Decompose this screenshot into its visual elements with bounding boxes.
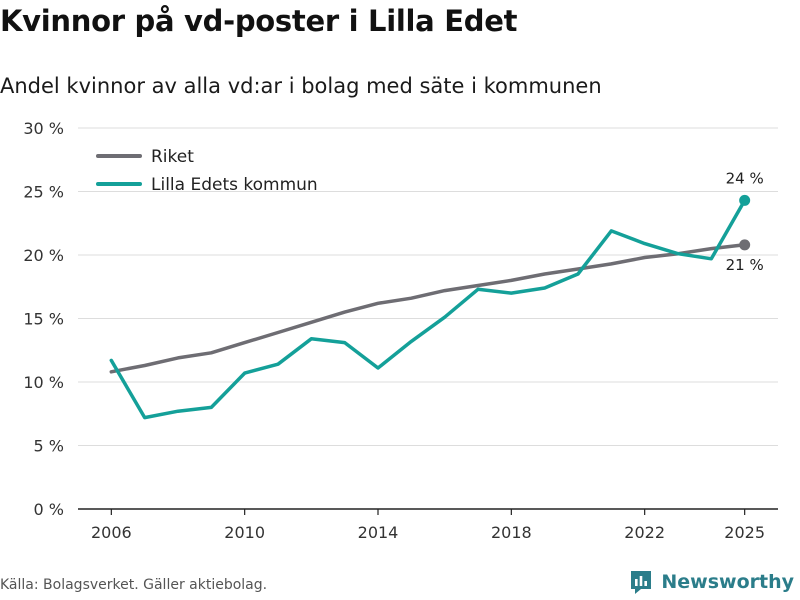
y-tick-label: 25 % (23, 183, 64, 202)
legend-label: Riket (151, 147, 194, 167)
newsworthy-logo-icon (631, 571, 652, 594)
y-tick-label: 10 % (23, 373, 64, 392)
y-tick-label: 5 % (34, 437, 64, 456)
x-tick-label: 2010 (224, 523, 265, 542)
legend-label: Lilla Edets kommun (151, 175, 318, 195)
y-tick-label: 0 % (34, 500, 64, 519)
x-tick-label: 2018 (491, 523, 532, 542)
brand-logo: Newsworthy (629, 569, 794, 595)
x-tick-label: 2014 (358, 523, 399, 542)
series-line-riket (109, 243, 747, 374)
y-tick-label: 20 % (23, 246, 64, 265)
x-tick-label: 2022 (624, 523, 665, 542)
x-tick-label: 2025 (724, 523, 765, 542)
series-line-lilla-edet (109, 198, 747, 420)
end-point-marker (739, 194, 751, 206)
chart-subtitle: Andel kvinnor av alla vd:ar i bolag med … (0, 74, 602, 98)
chart-title: Kvinnor på vd-poster i Lilla Edet (0, 4, 518, 38)
end-value-label: 24 % (726, 169, 764, 187)
brand-name: Newsworthy (661, 571, 794, 593)
x-tick-label: 2006 (91, 523, 132, 542)
end-point-marker (739, 239, 751, 251)
source-footer: Källa: Bolagsverket. Gäller aktiebolag. (0, 577, 268, 593)
end-value-label: 21 % (726, 256, 764, 274)
y-tick-label: 30 % (23, 119, 64, 138)
y-tick-label: 15 % (23, 310, 64, 329)
